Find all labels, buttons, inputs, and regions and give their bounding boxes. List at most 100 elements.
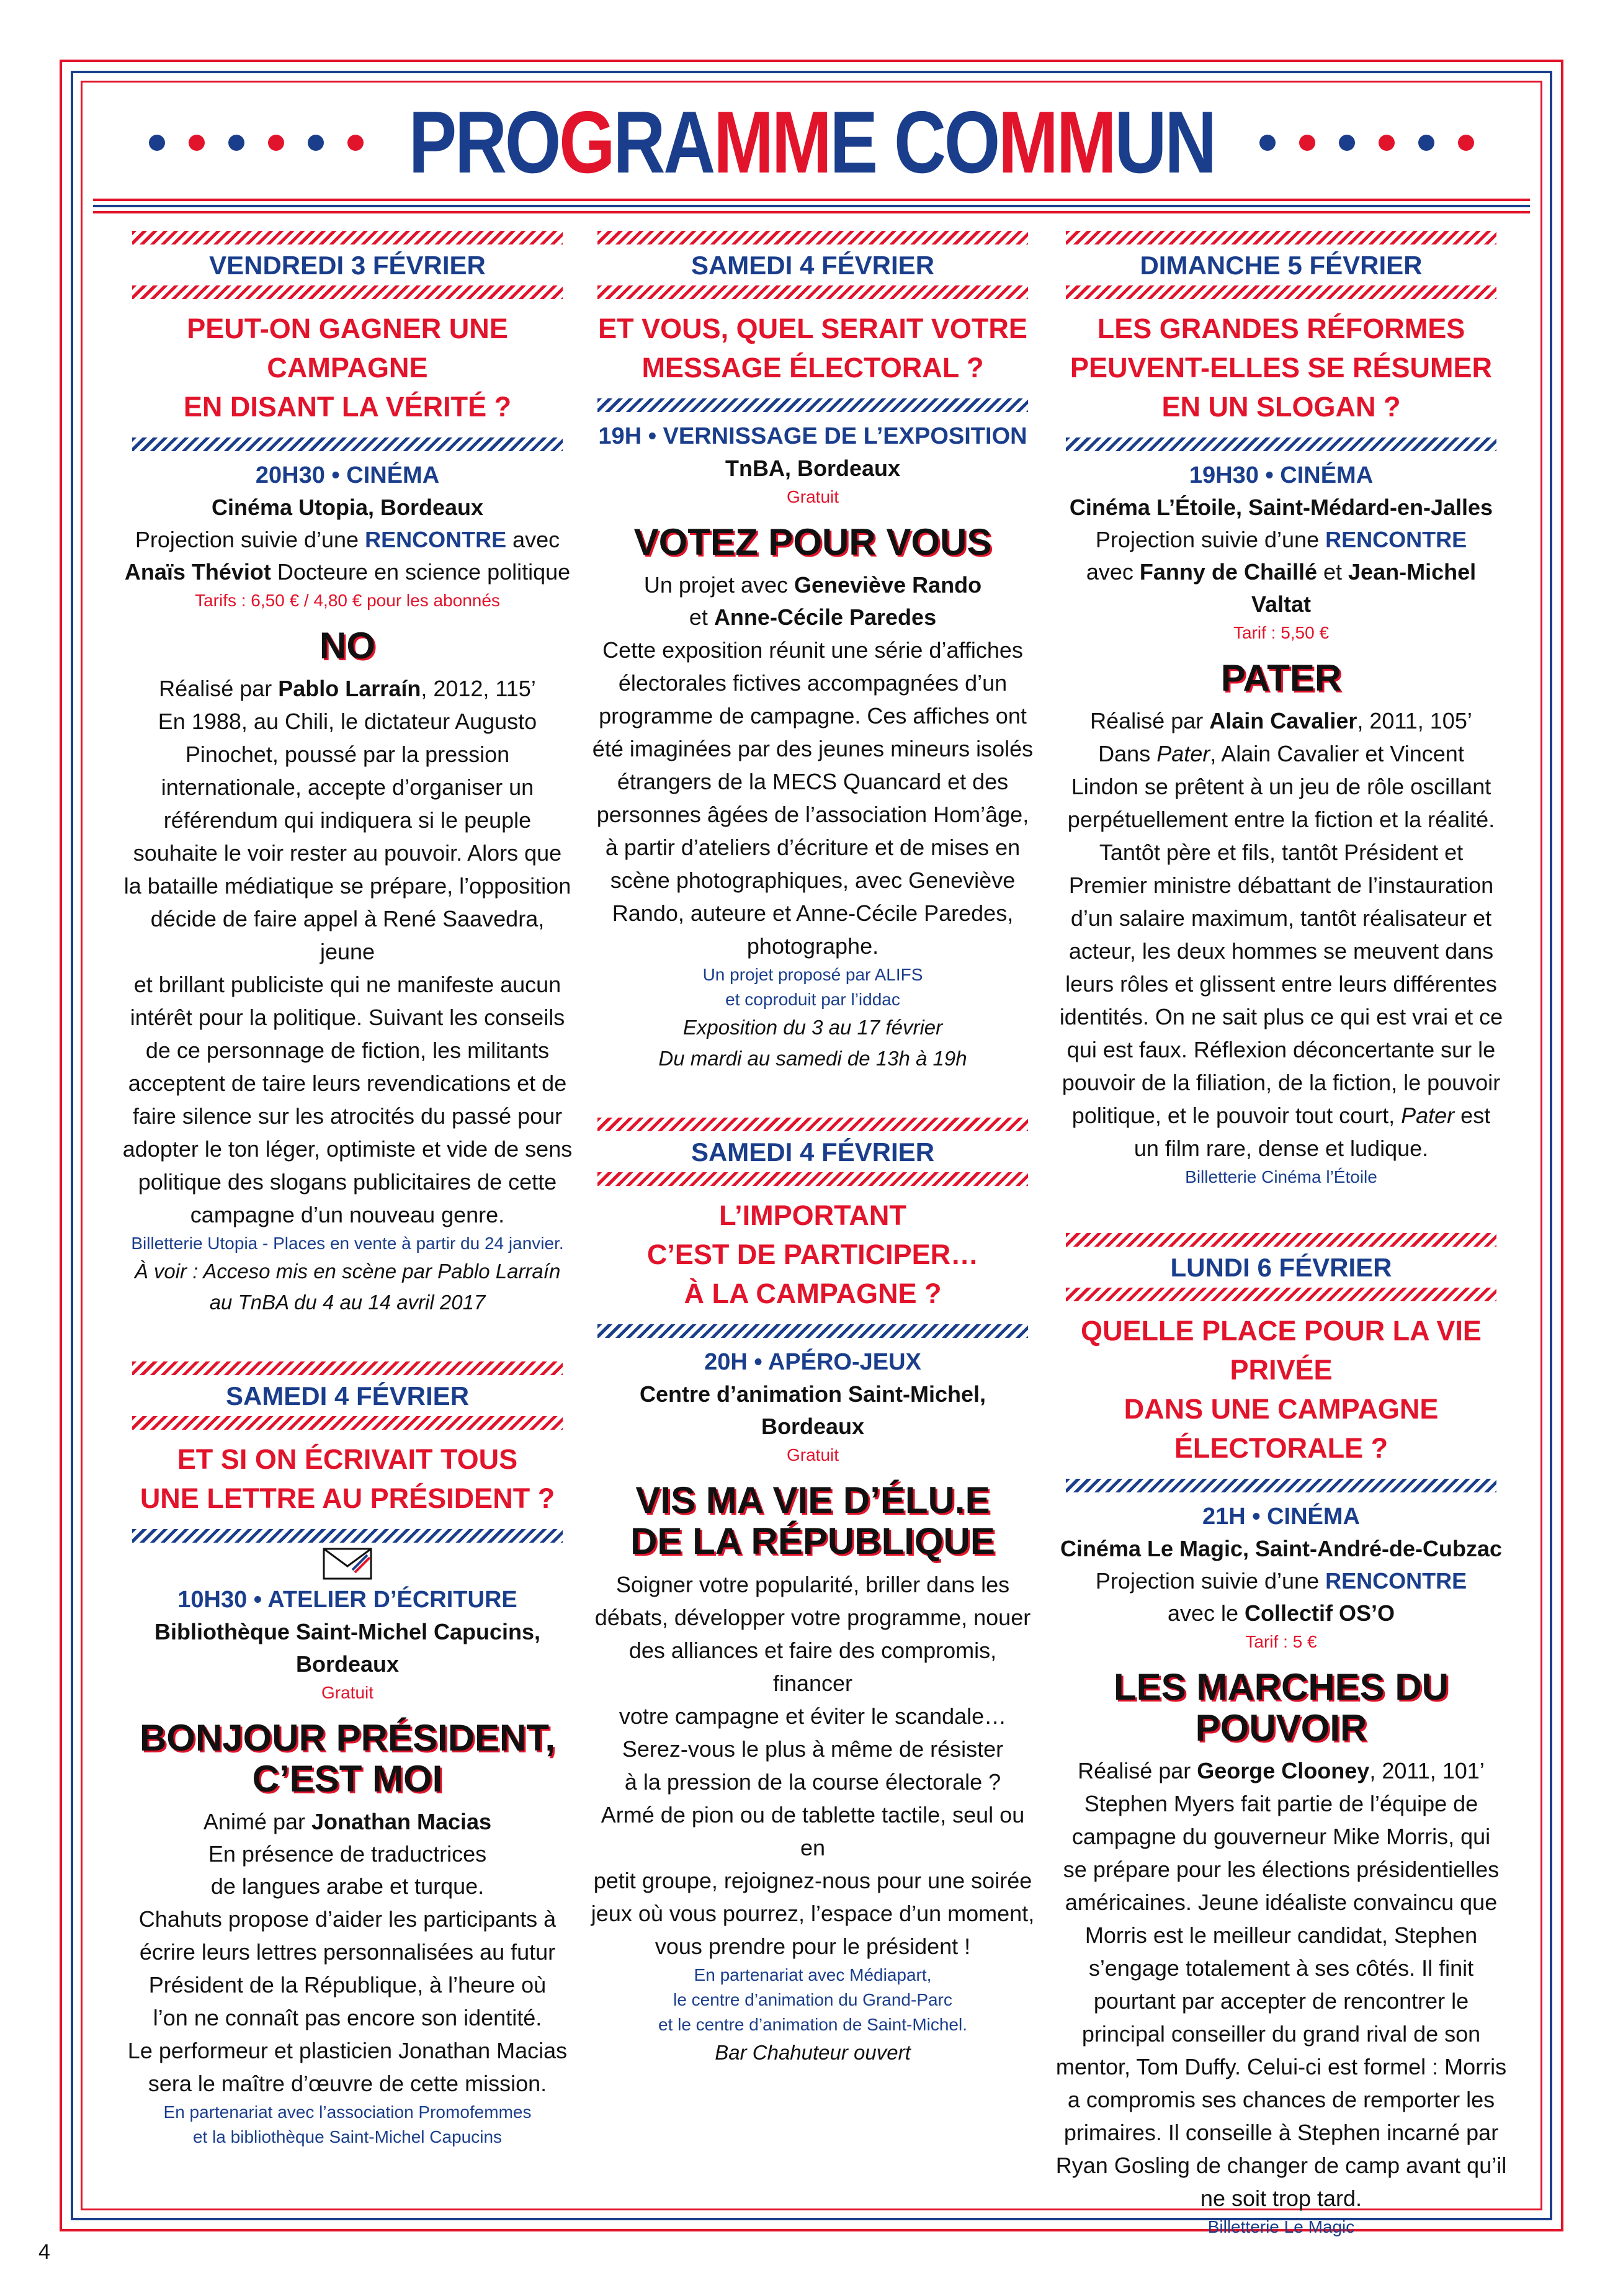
- synopsis-line: ne soit trop tard.: [1200, 2186, 1362, 2211]
- film-credit: Réalisé par Alain Cavalier, 2011, 105’: [1055, 705, 1508, 737]
- hatch-divider: [132, 437, 563, 451]
- workshop-host: Animé par Jonathan Macias: [121, 1806, 574, 1838]
- info-text: avec: [1086, 559, 1140, 585]
- synopsis-line: Lindon se prêtent à un jeu de rôle oscil…: [1071, 774, 1491, 799]
- synopsis-line: pourtant par accepter de rencontrer le: [1093, 1988, 1469, 2014]
- description-line: petit groupe, rejoignez-nous pour une so…: [593, 1868, 1032, 1893]
- description-line: à partir d’ateliers d’écriture et de mis…: [605, 835, 1021, 860]
- event-day: SAMEDI 4 FÉVRIER: [691, 1137, 935, 1167]
- event-guests: avec le Collectif OS’O: [1055, 1597, 1508, 1630]
- synopsis-line: primaires. Il conseille à Stephen incarn…: [1063, 2120, 1499, 2145]
- synopsis-line: Tantôt père et fils, tantôt Président et: [1099, 840, 1464, 865]
- rule-line: [93, 205, 1530, 207]
- hatch-divider: [132, 1416, 563, 1430]
- event-price: Tarif : 5 €: [1245, 1632, 1317, 1651]
- synopsis-line: américaines. Jeune idéaliste convaincu q…: [1065, 1890, 1498, 1915]
- partner-info: En partenariat avec Médiapart,: [694, 1965, 932, 1984]
- info-text: avec le: [1167, 1600, 1245, 1626]
- title-part: CO: [893, 93, 1000, 192]
- event-time: 21H • CINÉMA: [1202, 1504, 1360, 1530]
- event-day: SAMEDI 4 FÉVRIER: [225, 1381, 470, 1410]
- workshop-note: En présence de traductrices: [208, 1841, 487, 1867]
- synopsis-line: s’engage totalement à ses côtés. Il fini…: [1088, 1955, 1474, 1981]
- credit-text: , 2012, 115’: [421, 676, 536, 701]
- title-part: UN: [1114, 93, 1217, 192]
- description-line: à la pression de la course électorale ?: [624, 1769, 1001, 1795]
- synopsis-text: Dans: [1098, 741, 1157, 766]
- event-price: Gratuit: [321, 1683, 374, 1702]
- description-line: des alliances et faire des compromis, fi…: [628, 1638, 997, 1696]
- ticket-info: Billetterie Le Magic: [1207, 2217, 1355, 2236]
- synopsis-line: la bataille médiatique se prépare, l’opp…: [123, 873, 571, 899]
- event-info: Projection suivie d’une RENCONTRE: [1055, 1565, 1508, 1597]
- question-line: À LA CAMPAGNE ?: [684, 1278, 942, 1309]
- synopsis-line: souhaite le voir rester au pouvoir. Alor…: [133, 840, 562, 866]
- dot: [1339, 135, 1356, 151]
- spacer: [121, 1318, 574, 1361]
- title-part: PRO: [408, 93, 561, 192]
- event-question: PEUT-ON GAGNER UNE CAMPAGNE EN DISANT LA…: [121, 309, 574, 426]
- synopsis-line: d’un salaire maximum, tantôt réalisateur…: [1070, 905, 1492, 931]
- info-text: Projection suivie d’une: [1095, 527, 1326, 552]
- description-line: Soigner votre popularité, briller dans l…: [615, 1572, 1010, 1597]
- guest-name: Fanny de Chaillé: [1139, 559, 1317, 585]
- info-text: avec: [506, 527, 560, 552]
- synopsis-line: Pinochet, poussé par la pression: [185, 742, 510, 767]
- dot: [148, 135, 165, 151]
- title-line: VIS MA VIE D’ÉLU.E: [635, 1479, 990, 1521]
- director-name: Alain Cavalier: [1209, 708, 1357, 733]
- exhibition-description: Cette exposition réunit une série d’affi…: [586, 634, 1039, 962]
- exhibition-hours: Du mardi au samedi de 13h à 19h: [658, 1047, 967, 1070]
- credit-text: Un projet avec: [643, 572, 794, 598]
- event-question: ET VOUS, QUEL SERAIT VOTRE MESSAGE ÉLECT…: [586, 309, 1039, 387]
- exhibition-credit: Un projet avec Geneviève Rando: [586, 569, 1039, 601]
- event-place: Bibliothèque Saint-Michel Capucins,: [154, 1619, 541, 1644]
- credit-text: Réalisé par: [159, 676, 279, 701]
- event-time: 19H • VERNISSAGE DE L’EXPOSITION: [598, 423, 1027, 449]
- dot: [1299, 135, 1316, 151]
- hatch-divider: [132, 1529, 563, 1543]
- dot: [228, 135, 244, 151]
- column-3: DIMANCHE 5 FÉVRIER LES GRANDES RÉFORMES …: [1055, 231, 1508, 2240]
- question-line: MESSAGE ÉLECTORAL ?: [642, 352, 984, 383]
- synopsis-line: référendum qui indiquera si le peuple: [163, 807, 532, 833]
- film-title: PATER: [1220, 657, 1342, 699]
- dot: [347, 135, 364, 151]
- synopsis-line: Ryan Gosling de changer de camp avant qu…: [1055, 2153, 1507, 2178]
- event-info: Projection suivie d’une RENCONTRE avec: [121, 524, 574, 556]
- synopsis-text: politique, et le pouvoir tout court,: [1071, 1103, 1402, 1128]
- event-guests: avec Fanny de Chaillé et Jean-Michel Val…: [1055, 556, 1508, 621]
- page-number: 4: [38, 2240, 50, 2264]
- synopsis-line: Stephen Myers fait partie de l’équipe de: [1084, 1791, 1478, 1816]
- event-place: TnBA, Bordeaux: [725, 455, 901, 481]
- envelope-icon: [323, 1548, 372, 1580]
- description-line: vous prendre pour le président !: [655, 1934, 971, 1959]
- hatch-divider: [597, 1324, 1028, 1338]
- synopsis-line: politique des slogans publicitaires de c…: [138, 1169, 557, 1195]
- event-place: Bordeaux: [761, 1414, 865, 1439]
- description-line: été imaginées par des jeunes mineurs iso…: [592, 736, 1034, 761]
- credit-text: , 2011, 101’: [1369, 1758, 1485, 1783]
- partner-info: et coproduit par l’iddac: [725, 990, 900, 1009]
- hatch-divider: [597, 398, 1028, 412]
- partner-info: et la bibliothèque Saint-Michel Capucins: [192, 2127, 503, 2146]
- guest-name: Jean-Michel Valtat: [1251, 559, 1477, 617]
- artist-name: Geneviève Rando: [794, 572, 982, 598]
- synopsis-line: adopter le ton léger, optimiste et vide …: [122, 1136, 573, 1162]
- question-line: DANS UNE CAMPAGNE ÉLECTORALE ?: [1124, 1393, 1439, 1464]
- title-part: E: [829, 93, 894, 192]
- synopsis-line: un film rare, dense et ludique.: [1133, 1136, 1429, 1161]
- event-place: Bordeaux: [295, 1651, 400, 1677]
- film-synopsis: Stephen Myers fait partie de l’équipe de…: [1055, 1787, 1508, 2215]
- hatch-divider: [132, 1361, 563, 1375]
- description-line: Président de la République, à l’heure où: [148, 1972, 547, 1998]
- synopsis-line: qui est faux. Réflexion déconcertante su…: [1066, 1037, 1496, 1062]
- event-day: DIMANCHE 5 FÉVRIER: [1140, 251, 1423, 280]
- hatch-divider: [132, 285, 563, 299]
- event-place: Cinéma L’Étoile, Saint-Médard-en-Jalles: [1069, 495, 1493, 520]
- synopsis-line: acceptent de taire leurs revendications …: [128, 1070, 567, 1096]
- film-title: LES MARCHES DU POUVOIR: [1113, 1666, 1449, 1749]
- info-highlight: RENCONTRE: [1325, 527, 1467, 552]
- synopsis-line: se prépare pour les élections présidenti…: [1063, 1857, 1500, 1882]
- question-line: EN DISANT LA VÉRITÉ ?: [183, 391, 512, 423]
